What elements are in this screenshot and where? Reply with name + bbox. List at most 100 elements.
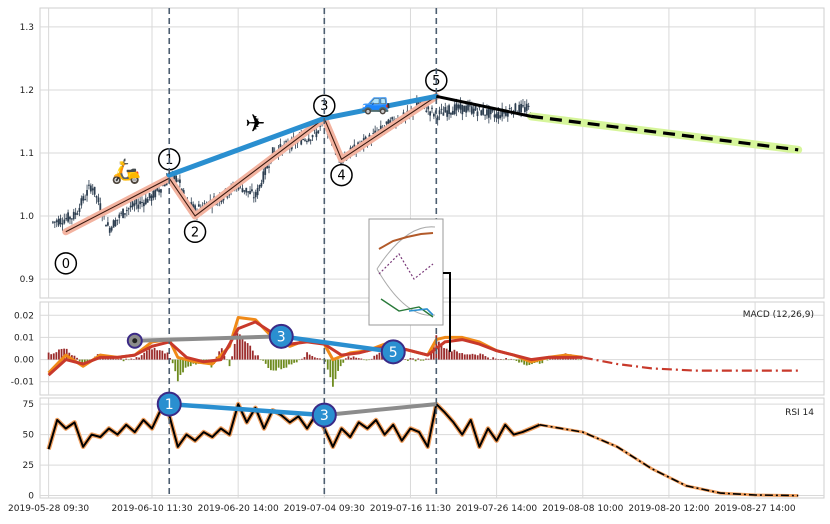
candle-body [450, 112, 452, 115]
price-ytick-label: 1.1 [20, 149, 34, 159]
candle-body [63, 219, 66, 224]
candle-body [457, 104, 460, 109]
candle-body [160, 189, 162, 193]
candle-body [501, 108, 504, 117]
pattern-overlay: 3 5 1 3 [126, 323, 437, 428]
macd-histogram-bar [417, 358, 420, 360]
macd-histogram-bar [538, 359, 541, 364]
macd-histogram-bar [463, 354, 466, 360]
candle-body [429, 111, 432, 116]
macd-histogram-bar [73, 355, 76, 360]
candle-body [80, 198, 83, 206]
candle-body [118, 214, 121, 218]
macd-histogram-bar [249, 345, 252, 360]
candle-body [173, 174, 176, 180]
candle-body [486, 109, 488, 116]
macd-ytick-label: 0.00 [14, 356, 34, 366]
candle-body [133, 203, 136, 206]
candle-body [306, 141, 308, 143]
macd-histogram-bar [184, 359, 187, 368]
rsi-ytick-label: 75 [23, 400, 34, 410]
macd-histogram-bar [427, 358, 430, 360]
macd-histogram-bar [456, 351, 458, 360]
macd-histogram-bar [282, 359, 285, 369]
candle-body [99, 203, 102, 211]
candle-body [61, 223, 64, 225]
candle-body [148, 193, 151, 199]
inset-arc [376, 226, 436, 316]
candle-body [436, 116, 439, 121]
candle-body [474, 105, 477, 111]
candle-body [74, 212, 77, 215]
candle-body [264, 166, 267, 175]
candle-body [179, 179, 181, 183]
candle-body [487, 108, 490, 118]
candle-body [245, 187, 248, 193]
macd-histogram-bar [298, 359, 301, 361]
candle-body [417, 102, 420, 105]
wave-label: 3 [320, 99, 328, 114]
rsi-connector-gray [324, 402, 437, 418]
macd-histogram-bar [469, 354, 471, 360]
macd-histogram-bar [164, 353, 166, 360]
macd-histogram-bar [357, 358, 360, 360]
candle-body [150, 195, 153, 201]
macd-legend: MACD (12,26,9) [743, 310, 814, 320]
macd-histogram-bar [321, 359, 324, 361]
candle-body [266, 165, 269, 169]
macd-histogram-bar [492, 357, 495, 360]
candle-body [131, 201, 134, 208]
macd-histogram-bar [363, 359, 365, 361]
macd-histogram-bar [169, 358, 171, 360]
rsi-wave-marker [156, 391, 182, 417]
candle-body [67, 212, 69, 222]
candle-body [251, 189, 253, 192]
macd-histogram-bar [138, 357, 140, 360]
inset-wave-top [378, 232, 434, 250]
rsi-plot-area [46, 401, 799, 498]
forecast-line [530, 114, 799, 152]
candle-body [220, 199, 223, 203]
macd-histogram-bar [63, 348, 66, 360]
candle-body [385, 121, 388, 124]
candle-body [368, 134, 371, 139]
x-tick-label: 2019-08-08 10:00 [542, 504, 623, 514]
macd-histogram-bar [311, 355, 314, 360]
macd-histogram-bar [78, 359, 81, 362]
candle-body [444, 107, 447, 113]
macd-histogram-bar [244, 341, 246, 360]
macd-histogram-bar [176, 359, 179, 382]
candle-body [467, 104, 469, 111]
candle-body [203, 203, 206, 205]
macd-histogram-bar [520, 359, 523, 363]
candle-body [448, 105, 450, 115]
candle-body [495, 113, 498, 119]
macd-histogram-bar [231, 356, 234, 360]
macd-wave-marker [268, 323, 294, 349]
candle-body [415, 101, 418, 106]
candle-body [309, 139, 312, 141]
candle-body [499, 115, 502, 118]
x-axis: 2019-05-28 09:30 2019-06-10 11:30 2019-06-… [8, 504, 796, 514]
wave-label-circle [183, 220, 207, 244]
macd-histogram-bar [179, 359, 182, 375]
candle-body [525, 103, 528, 111]
macd-histogram-bar [373, 355, 376, 360]
candle-body [271, 147, 274, 156]
macd-histogram-bar [293, 359, 296, 363]
candle-body [472, 108, 475, 114]
car-icon: 🚙 [361, 88, 391, 116]
macd-histogram-bar [280, 359, 283, 370]
macd-point-dot [132, 338, 138, 344]
macd-histogram-bar [525, 359, 528, 366]
candle-body [197, 204, 200, 207]
candle-body [137, 204, 140, 209]
candle-body [311, 135, 314, 138]
candle-body [438, 110, 441, 115]
macd-histogram-bar [523, 359, 526, 365]
candle-body [317, 130, 320, 134]
macd-connector-gray [134, 334, 282, 343]
rsi-wave-marker [311, 402, 337, 428]
macd-histogram-bar [515, 359, 518, 361]
macd-histogram-bar [50, 354, 53, 360]
